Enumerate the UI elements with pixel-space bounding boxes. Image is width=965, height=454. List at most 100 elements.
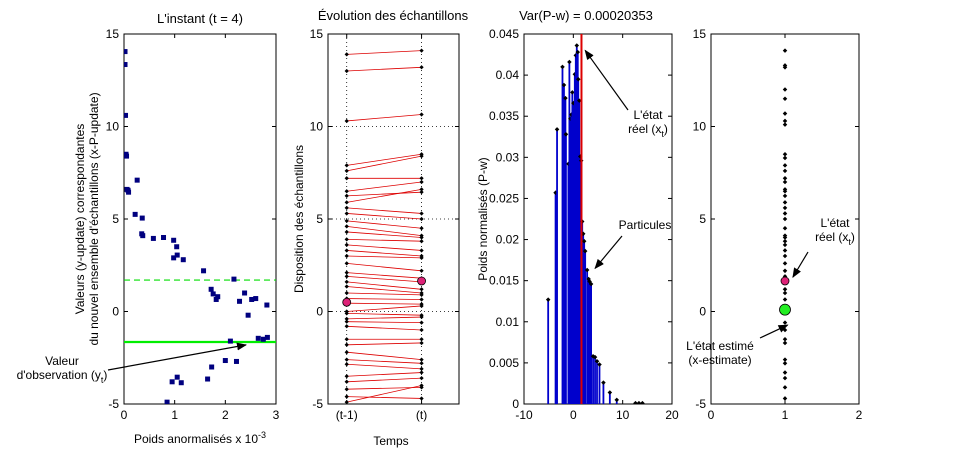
data-point: [201, 268, 207, 274]
sample-point-prev: [344, 290, 349, 296]
annotation-arrow: [584, 49, 629, 111]
data-point: [264, 334, 270, 340]
sample-line: [346, 231, 422, 238]
annotation-particles: Particules: [619, 218, 672, 232]
sample-line: [346, 385, 422, 403]
data-point: [255, 335, 261, 341]
sample-line: [346, 191, 422, 197]
sample-point-curr: [419, 176, 424, 181]
sample-point-prev: [344, 337, 349, 342]
sample-point-curr: [419, 190, 424, 195]
sample-point-prev: [344, 211, 349, 216]
x-tick-label: 2: [856, 408, 863, 422]
annotation-arrow: [107, 342, 247, 371]
sample-line: [346, 342, 422, 346]
annotation-true-state: L'état réel (xt): [815, 216, 855, 247]
sample-point: [782, 375, 788, 381]
data-point: [140, 233, 146, 239]
weight-point: [636, 400, 642, 404]
sample-point-prev: [344, 379, 349, 384]
y-tick-label: 0.03: [496, 150, 520, 164]
annotation-true-state-line: réel (x: [815, 230, 848, 244]
y-tick-label: 0: [316, 305, 323, 319]
sample-point-curr: [419, 357, 424, 362]
sample-point-curr: [419, 375, 424, 381]
x-tick-label: 0: [708, 408, 715, 422]
annotation-particles-line: Particules: [619, 218, 672, 232]
sample-point-prev: [344, 319, 349, 324]
state-marker: [342, 297, 352, 307]
sample-point-curr: [419, 292, 424, 297]
sample-point-prev: [344, 224, 349, 229]
sample-point-curr: [419, 327, 424, 333]
sample-point-curr: [419, 287, 424, 292]
sample-point-prev: [344, 342, 349, 347]
panel-normalized-weights: Var(P-w) = 0.00020353 Poids normalisés (…: [476, 8, 679, 422]
data-point: [134, 177, 140, 183]
sample-point-prev: [344, 163, 349, 168]
sample-line: [346, 396, 422, 399]
sample-line: [346, 255, 422, 259]
y-tick-label: -5: [108, 397, 119, 411]
sample-point: [782, 261, 788, 266]
sample-point-curr: [419, 268, 424, 273]
plot-area: [327, 33, 460, 405]
data-point: [132, 211, 138, 217]
weight-point: [601, 380, 606, 385]
data-point: [124, 62, 128, 68]
sample-point: [782, 340, 788, 346]
data-point: [171, 237, 177, 243]
sample-point-curr: [419, 187, 424, 192]
weight-point: [640, 400, 645, 404]
x-tick-label: 3: [273, 408, 280, 422]
weight-point: [554, 127, 560, 132]
y-tick-label: 15: [106, 27, 120, 41]
annotation-true-state-line: réel (x: [628, 122, 661, 136]
data-point: [139, 215, 145, 221]
y-tick-label: 0.01: [496, 315, 520, 329]
weight-point: [584, 267, 590, 273]
sample-line: [346, 66, 422, 72]
x-tick-label: 20: [665, 408, 679, 422]
sample-point-curr: [419, 255, 424, 260]
annotation-true-state-suffix: ): [664, 122, 668, 136]
weight-point: [597, 362, 602, 367]
sample-line: [346, 292, 422, 296]
sample-line: [346, 305, 422, 312]
sample-point-curr: [419, 314, 424, 320]
sample-line: [346, 302, 422, 305]
y-tick-label: -5: [312, 397, 323, 411]
annotation-estimate-line: L'état estimé: [686, 339, 754, 353]
x-tick-label: -10: [515, 408, 533, 422]
y-tick-label: 0: [512, 397, 519, 411]
sample-point: [782, 361, 788, 366]
data-point: [161, 235, 167, 240]
sample-point-prev: [344, 357, 349, 362]
sample-point-curr: [419, 383, 424, 388]
x-tick-label: 0: [121, 408, 128, 422]
data-point: [180, 257, 186, 263]
sample-point-prev: [344, 242, 349, 248]
sample-point-prev: [344, 176, 349, 181]
weight-point: [607, 390, 613, 395]
sample-line: [346, 153, 422, 166]
sample-point-curr: [419, 297, 424, 302]
data-point: [209, 364, 215, 370]
sample-line: [346, 386, 422, 390]
sample-point-curr: [419, 226, 424, 231]
sample-point-curr: [419, 320, 424, 325]
sample-line: [346, 359, 422, 364]
sample-point: [782, 268, 788, 274]
data-point: [242, 290, 248, 296]
sample-line: [346, 226, 422, 237]
sample-line: [346, 316, 422, 320]
annotation-true-state-subscript: t: [848, 237, 851, 247]
y-tick-label: 10: [693, 120, 707, 134]
weight-point: [588, 281, 594, 287]
plot-area: [123, 33, 277, 405]
state-marker: [417, 276, 426, 286]
sample-line: [346, 275, 422, 283]
sample-point-prev: [344, 229, 349, 235]
data-point: [215, 294, 221, 300]
